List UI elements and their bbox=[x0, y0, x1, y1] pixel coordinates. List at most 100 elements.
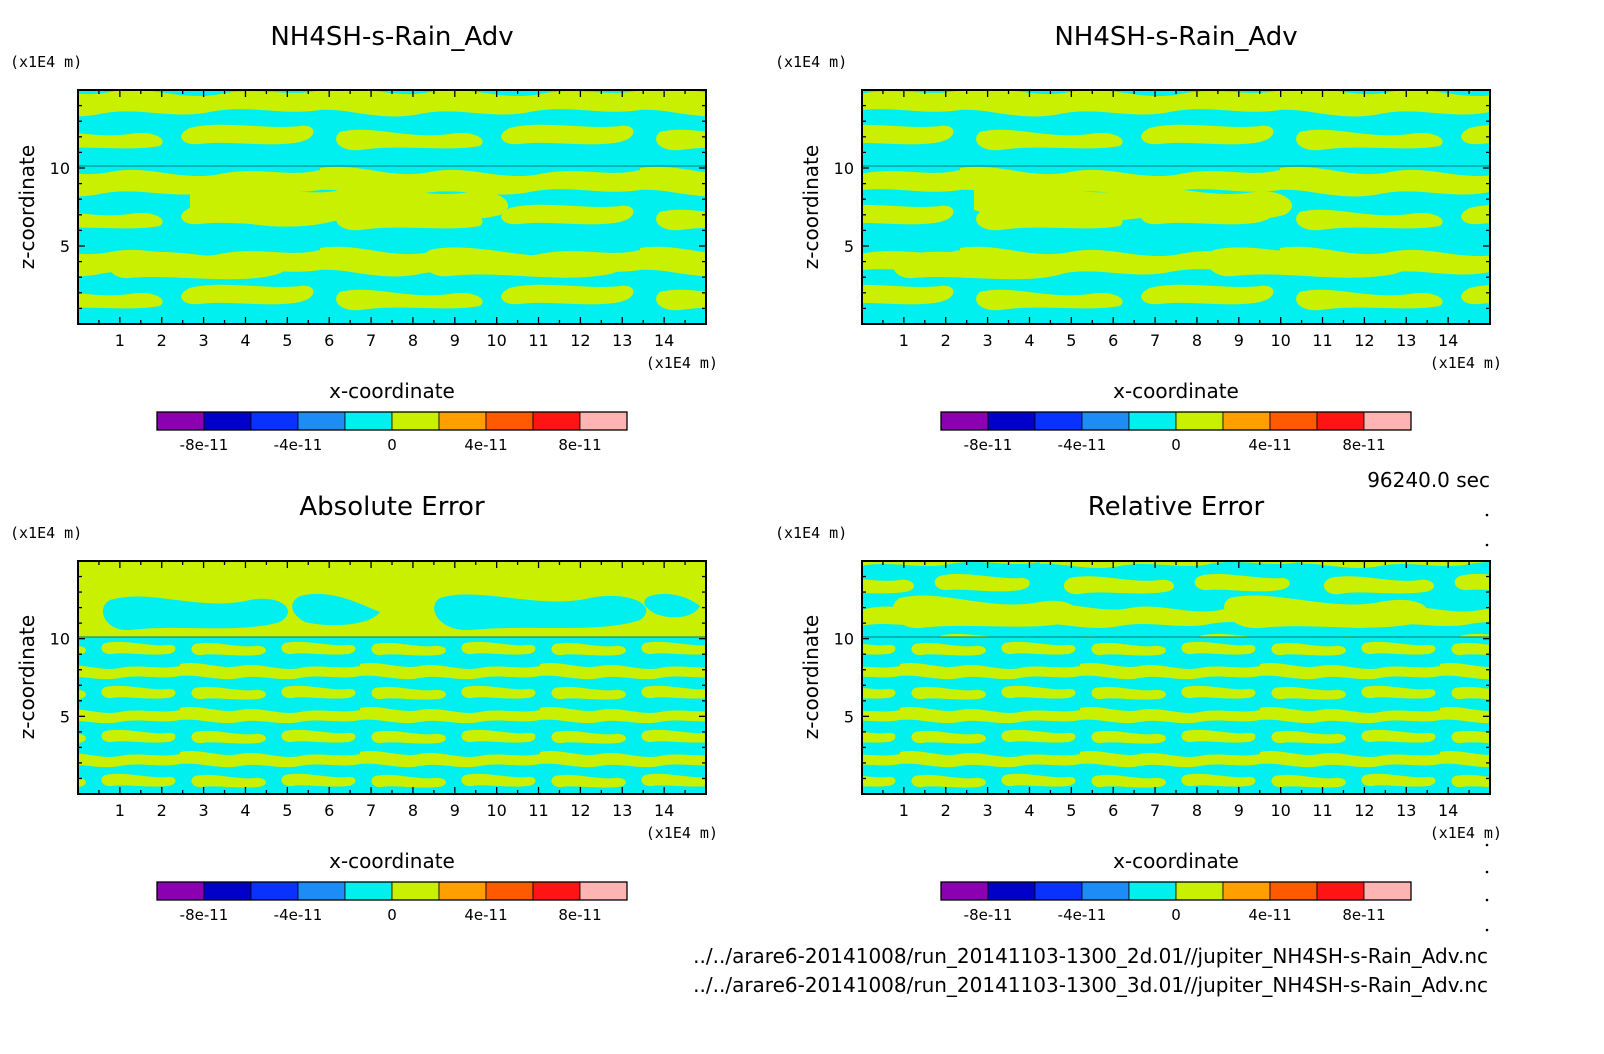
colorbar-swatch bbox=[940, 411, 989, 431]
colorbar-tick-label: 8e-11 bbox=[1342, 906, 1385, 924]
x-tick-label: 3 bbox=[983, 801, 993, 820]
y-unit-label: (x1E4 m) bbox=[775, 53, 847, 71]
x-tick-label: 13 bbox=[612, 331, 632, 350]
colorbar-swatch bbox=[532, 881, 581, 901]
colorbar-swatch bbox=[1316, 881, 1365, 901]
x-tick-label: 3 bbox=[199, 801, 209, 820]
colorbar-swatch bbox=[1128, 411, 1177, 431]
colorbar-swatch bbox=[438, 411, 487, 431]
x-unit-label: (x1E4 m) bbox=[646, 824, 718, 842]
x-tick-label: 5 bbox=[282, 801, 292, 820]
marker-dot bbox=[1485, 513, 1489, 517]
colorbar: -8e-11 -4e-11 0 4e-11 8e-11 bbox=[156, 411, 628, 454]
colorbar-swatch bbox=[532, 411, 581, 431]
y-unit-label: (x1E4 m) bbox=[10, 53, 82, 71]
x-tick-label: 2 bbox=[157, 801, 167, 820]
colorbar-swatch bbox=[1128, 881, 1177, 901]
y-axis-label: z-coordinate bbox=[799, 615, 823, 739]
colorbar-tick-label: 4e-11 bbox=[464, 906, 507, 924]
y-tick-label: 10 bbox=[50, 159, 70, 178]
x-tick-label: 11 bbox=[1312, 801, 1332, 820]
x-tick-label: 8 bbox=[408, 331, 418, 350]
panel-bottom-left: Absolute Error (x1E4 m) 1 2 3 4 5 6 7 8 9 10 11 12 1… bbox=[10, 492, 718, 924]
colorbar-tick-label: 0 bbox=[387, 436, 397, 454]
colorbar-frame bbox=[156, 411, 628, 431]
colorbar-swatch bbox=[1034, 411, 1083, 431]
colorbar: -8e-11 -4e-11 0 4e-11 8e-11 bbox=[156, 881, 628, 924]
colorbar-swatch bbox=[485, 411, 534, 431]
field-blob bbox=[190, 182, 509, 227]
x-tick-label: 9 bbox=[1234, 801, 1244, 820]
colorbar-swatch bbox=[1034, 881, 1083, 901]
colorbar-frame bbox=[940, 411, 1412, 431]
field-blob bbox=[292, 593, 380, 626]
file-path-line-2: ../../arare6-20141008/run_20141103-1300_… bbox=[693, 973, 1488, 997]
y-ticks: 5 10 bbox=[834, 575, 1490, 780]
colorbar-swatch bbox=[156, 411, 205, 431]
y-axis-label: z-coordinate bbox=[15, 145, 39, 269]
y-unit-label: (x1E4 m) bbox=[775, 524, 847, 542]
colorbar-swatch bbox=[344, 881, 393, 901]
x-tick-label: 12 bbox=[570, 331, 590, 350]
time-label: 96240.0 sec bbox=[1367, 468, 1490, 492]
colorbar-tick-label: -4e-11 bbox=[1058, 436, 1107, 454]
y-ticks: 5 10 bbox=[50, 104, 706, 310]
y-axis-label: z-coordinate bbox=[799, 145, 823, 269]
x-tick-label: 2 bbox=[157, 331, 167, 350]
x-tick-label: 7 bbox=[366, 331, 376, 350]
y-axis-label: z-coordinate bbox=[15, 615, 39, 739]
colorbar-swatch bbox=[1175, 881, 1224, 901]
colorbar-tick-label: 0 bbox=[387, 906, 397, 924]
x-tick-label: 11 bbox=[528, 801, 548, 820]
colorbar-swatch bbox=[203, 411, 252, 431]
field-blob bbox=[893, 251, 1073, 280]
panel-title: NH4SH-s-Rain_Adv bbox=[270, 22, 513, 52]
plot-field bbox=[862, 90, 1490, 324]
marker-dot bbox=[1485, 543, 1489, 547]
x-tick-label: 10 bbox=[486, 801, 506, 820]
x-tick-label: 1 bbox=[115, 331, 125, 350]
colorbar-swatch bbox=[485, 881, 534, 901]
field-blob bbox=[109, 251, 289, 280]
x-tick-label: 11 bbox=[528, 331, 548, 350]
colorbar-tick-label: 0 bbox=[1171, 436, 1181, 454]
colorbar-swatch bbox=[1222, 881, 1271, 901]
x-unit-label: (x1E4 m) bbox=[1430, 824, 1502, 842]
x-tick-label: 2 bbox=[941, 801, 951, 820]
panel-title: Absolute Error bbox=[299, 492, 485, 522]
field-blob bbox=[974, 182, 1293, 227]
y-tick-label: 5 bbox=[844, 707, 854, 726]
plot-field bbox=[78, 90, 706, 324]
x-ticks: 1 2 3 4 5 6 7 8 9 10 11 12 13 14 bbox=[98, 90, 686, 350]
x-tick-label: 5 bbox=[1066, 801, 1076, 820]
field-fill-upper bbox=[862, 90, 1490, 166]
colorbar-swatch bbox=[1363, 881, 1412, 901]
x-tick-label: 3 bbox=[983, 331, 993, 350]
colorbar-swatch bbox=[1269, 881, 1318, 901]
colorbar-tick-label: 4e-11 bbox=[464, 436, 507, 454]
colorbar-frame bbox=[940, 881, 1412, 901]
marker-dot bbox=[1485, 843, 1489, 847]
field-fill-lower bbox=[78, 637, 706, 794]
field-blob bbox=[644, 593, 700, 618]
colorbar-swatch bbox=[1081, 881, 1130, 901]
colorbar-tick-label: -4e-11 bbox=[274, 436, 323, 454]
y-tick-label: 10 bbox=[834, 159, 854, 178]
x-tick-label: 10 bbox=[1270, 331, 1290, 350]
marker-dot bbox=[1485, 870, 1489, 874]
x-tick-label: 14 bbox=[654, 801, 674, 820]
plot-field bbox=[862, 561, 1490, 794]
colorbar-swatch bbox=[344, 411, 393, 431]
field-blob bbox=[1206, 247, 1409, 278]
colorbar-swatch bbox=[1175, 411, 1224, 431]
x-tick-label: 11 bbox=[1312, 331, 1332, 350]
x-tick-label: 14 bbox=[1438, 801, 1458, 820]
colorbar-tick-label: -8e-11 bbox=[964, 906, 1013, 924]
y-tick-label: 10 bbox=[50, 630, 70, 649]
x-tick-label: 7 bbox=[366, 801, 376, 820]
panel-title: NH4SH-s-Rain_Adv bbox=[1054, 22, 1297, 52]
x-tick-label: 10 bbox=[1270, 801, 1290, 820]
x-tick-label: 9 bbox=[1234, 331, 1244, 350]
x-ticks: 1 2 3 4 5 6 7 8 9 10 11 12 13 14 bbox=[98, 561, 686, 820]
x-tick-label: 3 bbox=[199, 331, 209, 350]
